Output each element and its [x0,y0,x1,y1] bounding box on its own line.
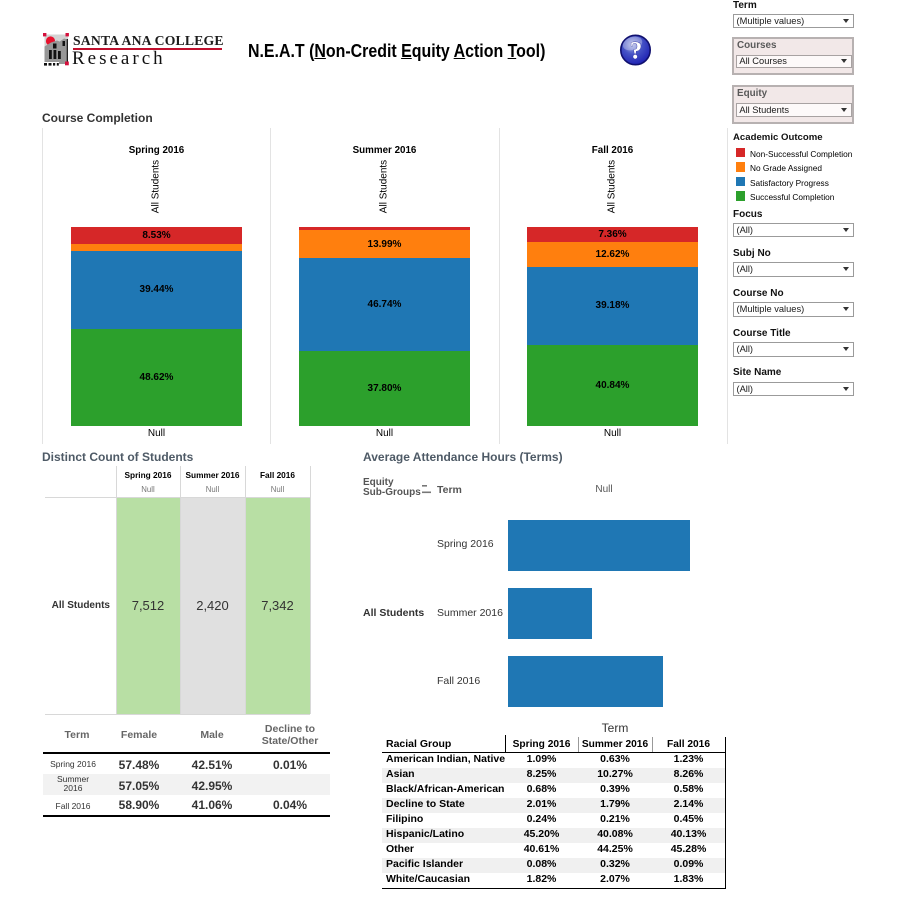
svg-text:?: ? [630,38,643,65]
